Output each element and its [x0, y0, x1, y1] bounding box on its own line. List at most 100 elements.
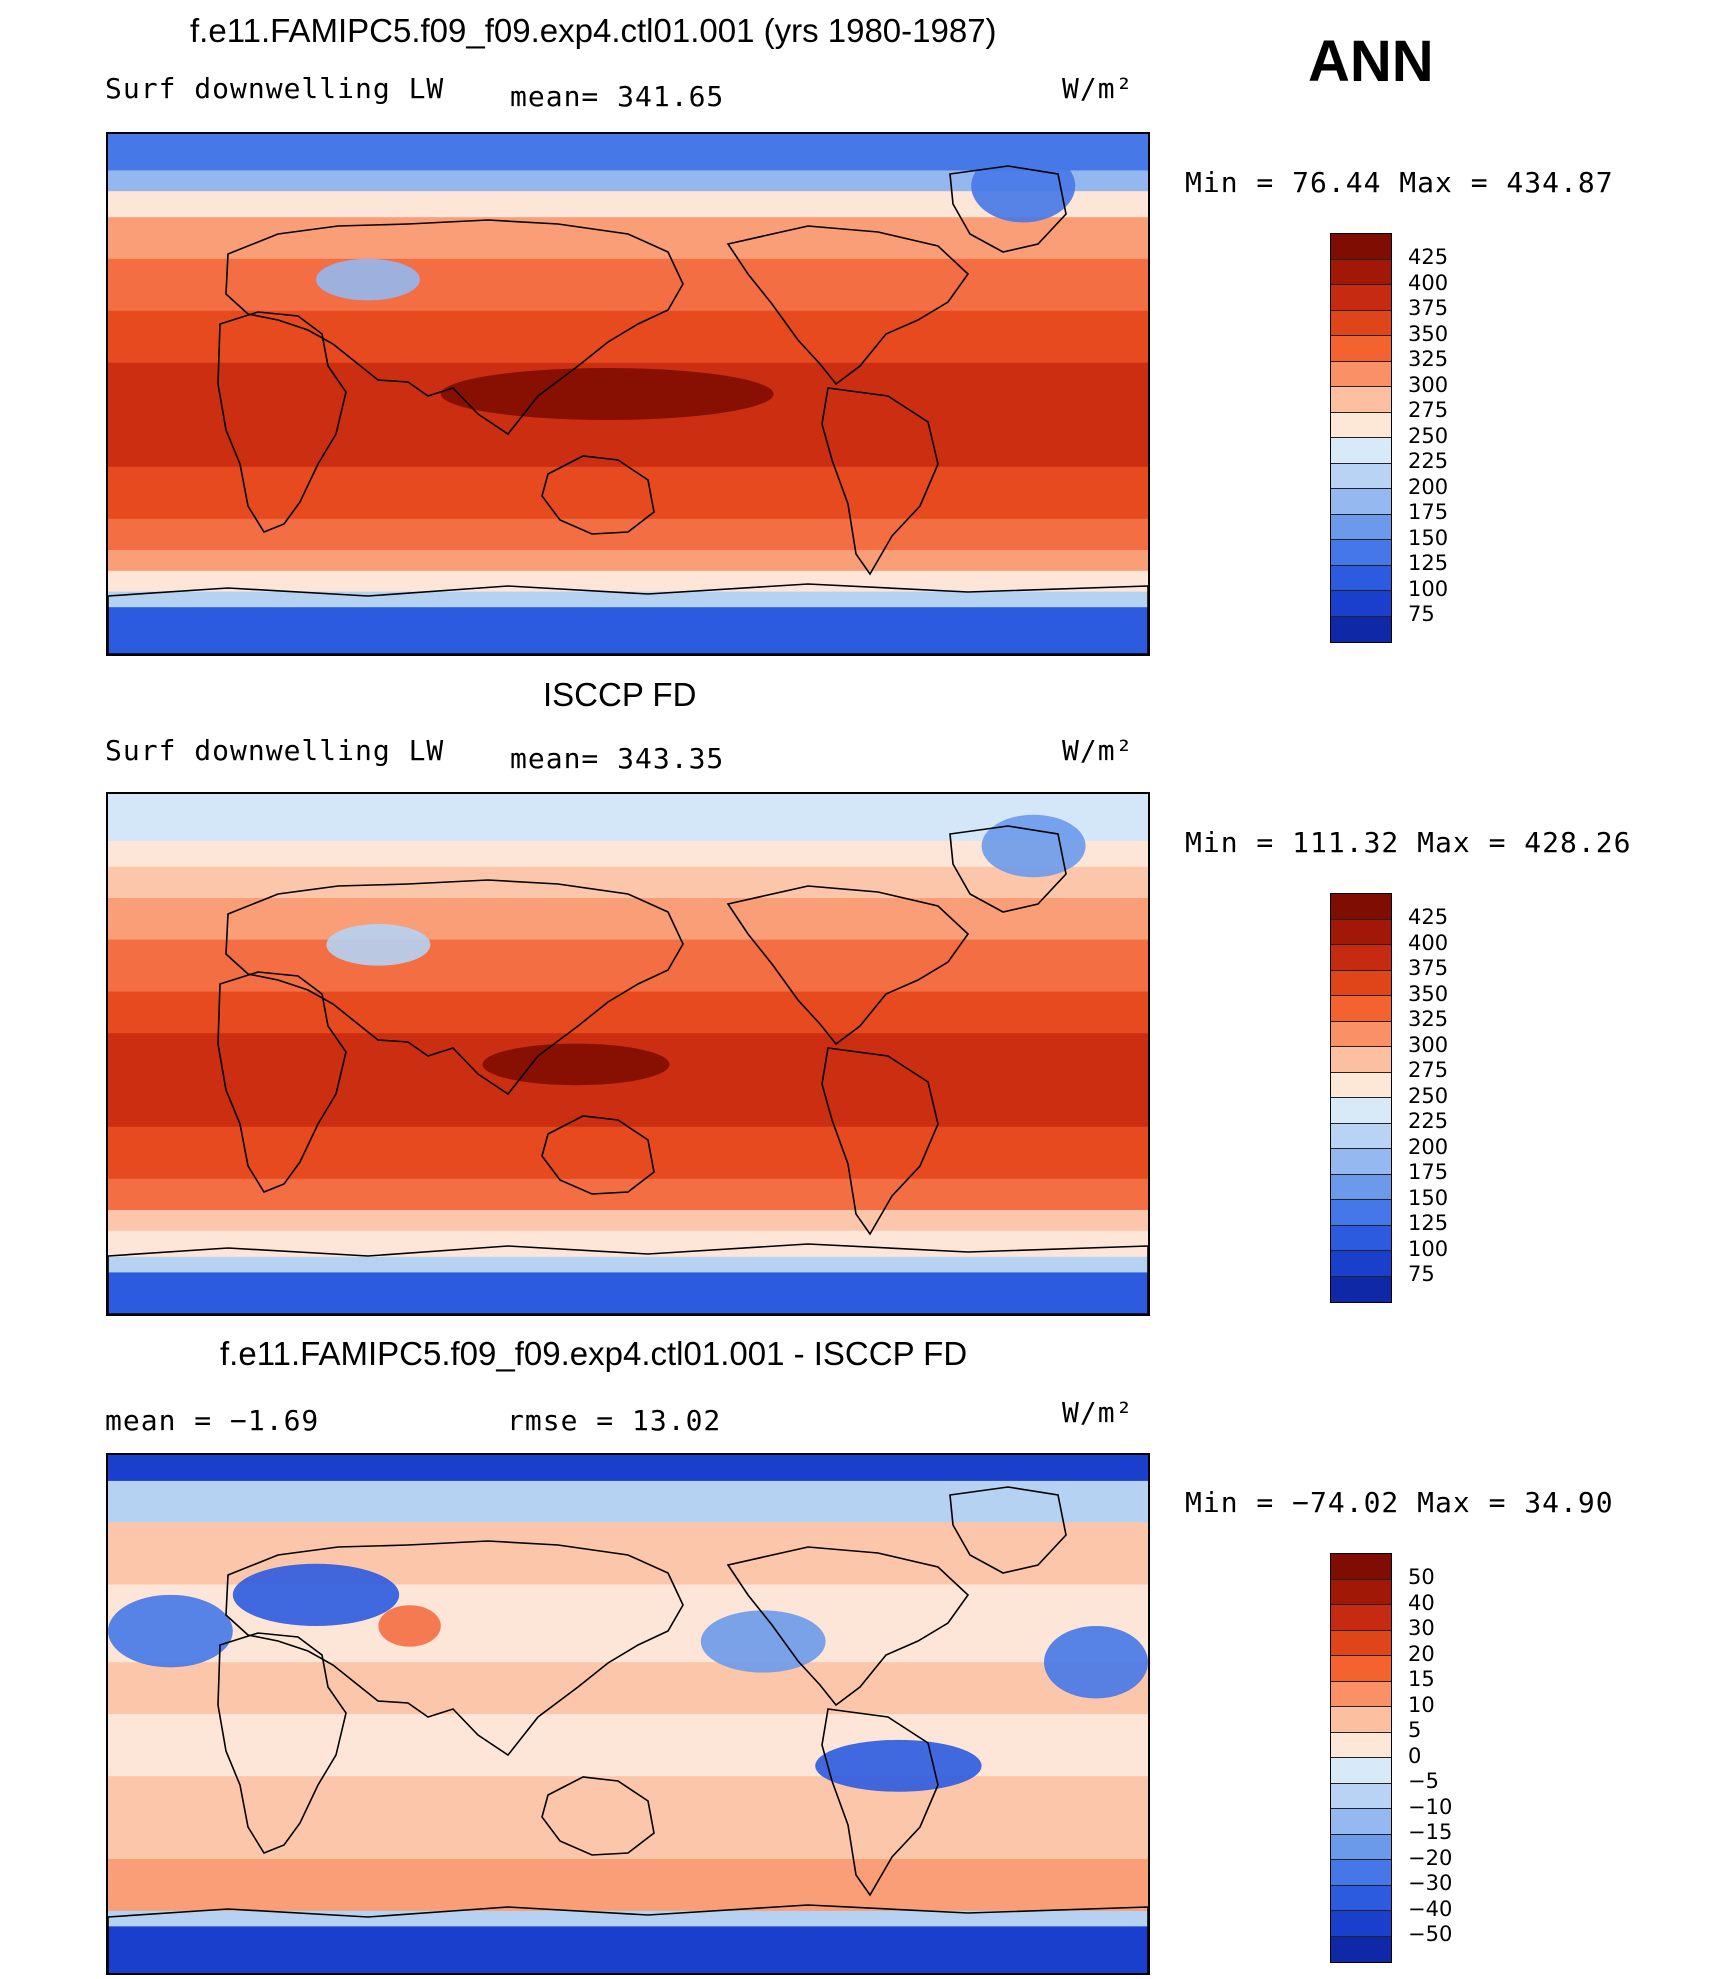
colorbar-swatch [1331, 1098, 1391, 1124]
colorbar-tick-label: 300 [1408, 372, 1449, 397]
field-band [108, 217, 1148, 260]
colorbar-tick-label: −20 [1408, 1845, 1453, 1870]
colorbar-tick-label: 325 [1408, 347, 1449, 371]
field-band [108, 1455, 1148, 1482]
colorbar-tick-label: 350 [1408, 981, 1449, 1006]
panel-3-colorbar [1330, 1553, 1392, 1963]
panel-2-map [106, 792, 1150, 1316]
panel-3-title: f.e11.FAMIPC5.f09_f09.exp4.ctl01.001 - I… [220, 1335, 968, 1372]
colorbar-swatch [1331, 616, 1391, 642]
colorbar-tick-label: 425 [1408, 905, 1449, 929]
panel-1-variable-label: Surf downwelling LW [105, 72, 445, 105]
colorbar-swatch [1331, 438, 1391, 464]
pacific-negative [700, 1610, 826, 1673]
colorbar-tick-label: 75 [1408, 1262, 1435, 1286]
colorbar-tick-label: 200 [1408, 1134, 1449, 1159]
colorbar-swatch [1331, 1732, 1391, 1758]
field-band [108, 1126, 1148, 1180]
colorbar-swatch [1331, 310, 1391, 336]
colorbar-swatch [1331, 1936, 1391, 1962]
continent-greenland [949, 165, 1067, 253]
colorbar-swatch [1331, 1554, 1391, 1580]
panel-2-variable-label: Surf downwelling LW [105, 734, 445, 767]
colorbar-swatch [1331, 565, 1391, 591]
colorbar-tick-label: 30 [1408, 1616, 1435, 1640]
colorbar-tick-label: −10 [1408, 1794, 1453, 1819]
field-band [108, 1178, 1148, 1211]
colorbar-tick-label: 350 [1408, 321, 1449, 346]
field-band [108, 607, 1148, 654]
colorbar-tick-label: 250 [1408, 423, 1449, 448]
colorbar-swatch [1331, 1834, 1391, 1860]
warm-pool [482, 1043, 670, 1086]
colorbar-tick-label: 0 [1408, 1743, 1422, 1768]
colorbar-tick-label: −5 [1408, 1769, 1439, 1793]
continent-eurasia [225, 879, 684, 1096]
colorbar-tick-label: −40 [1408, 1896, 1453, 1921]
colorbar-swatch [1331, 259, 1391, 285]
field-band [108, 1210, 1148, 1232]
colorbar-tick-label: 40 [1408, 1590, 1435, 1615]
panel-3-rmse-label: rmse = 13.02 [507, 1404, 722, 1437]
colorbar-tick-label: 225 [1408, 1109, 1449, 1133]
colorbar-tick-label: 275 [1408, 1058, 1449, 1082]
field-band [108, 1662, 1148, 1715]
colorbar-swatch [1331, 1174, 1391, 1200]
colorbar-swatch [1331, 540, 1391, 566]
panel-2-minmax: Min = 111.32 Max = 428.26 [1185, 826, 1632, 859]
colorbar-swatch [1331, 336, 1391, 362]
colorbar-swatch [1331, 361, 1391, 387]
colorbar-tick-label: 15 [1408, 1667, 1435, 1691]
colorbar-tick-label: 20 [1408, 1641, 1435, 1666]
field-band [108, 310, 1148, 364]
field-band [108, 1926, 1148, 1973]
colorbar-swatch [1331, 1885, 1391, 1911]
panel-2-map-svg [108, 794, 1148, 1314]
colorbar-tick-label: 375 [1408, 296, 1449, 320]
panel-1-title: f.e11.FAMIPC5.f09_f09.exp4.ctl01.001 (yr… [190, 12, 997, 49]
continent-africa [217, 1632, 347, 1854]
colorbar-swatch [1331, 1579, 1391, 1605]
panel-2-units-label: W/m² [1062, 734, 1134, 767]
continent-australia [541, 455, 655, 535]
colorbar-tick-label: 275 [1408, 398, 1449, 422]
colorbar-swatch [1331, 1047, 1391, 1073]
peru-negative [815, 1739, 982, 1792]
tibet-positive [378, 1605, 441, 1647]
colorbar-swatch [1331, 970, 1391, 996]
colorbar-tick-label: 175 [1408, 1160, 1449, 1184]
panel-2-colorbar [1330, 893, 1392, 1303]
continent-antarctica [108, 1243, 1148, 1314]
colorbar-tick-label: 5 [1408, 1718, 1422, 1742]
colorbar-swatch [1331, 1123, 1391, 1149]
panel-2-mean-label: mean= 343.35 [510, 742, 725, 775]
field-band [108, 1230, 1148, 1258]
colorbar-swatch [1331, 1707, 1391, 1733]
colorbar-swatch [1331, 463, 1391, 489]
panel-1-mean-label: mean= 341.65 [510, 80, 725, 113]
field-band [108, 170, 1148, 193]
colorbar-swatch [1331, 1783, 1391, 1809]
colorbar-swatch [1331, 996, 1391, 1022]
colorbar-tick-label: 400 [1408, 930, 1449, 955]
colorbar-swatch [1331, 1911, 1391, 1937]
colorbar-tick-label: 325 [1408, 1007, 1449, 1031]
continent-antarctica [108, 1904, 1148, 1973]
continent-africa [217, 311, 347, 533]
colorbar-swatch [1331, 285, 1391, 311]
asia-negative [232, 1563, 400, 1626]
colorbar-swatch [1331, 1072, 1391, 1098]
field-band [108, 518, 1148, 551]
panel-2-colorbar-ticks: 425 400 375 350 325 300 275 250 225 200 175 150 125 1… [1408, 905, 1448, 1288]
panel-3-map [106, 1453, 1150, 1975]
panel-1-units-label: W/m² [1062, 72, 1134, 105]
panel-1-map-svg [108, 134, 1148, 654]
colorbar-swatch [1331, 1860, 1391, 1886]
field-band [108, 258, 1148, 312]
continent-africa [217, 971, 347, 1193]
field-band [108, 1256, 1148, 1274]
field-band [108, 134, 1148, 172]
colorbar-tick-label: 100 [1408, 1236, 1449, 1261]
field-band [108, 591, 1148, 609]
panel-3-map-svg [108, 1455, 1148, 1973]
